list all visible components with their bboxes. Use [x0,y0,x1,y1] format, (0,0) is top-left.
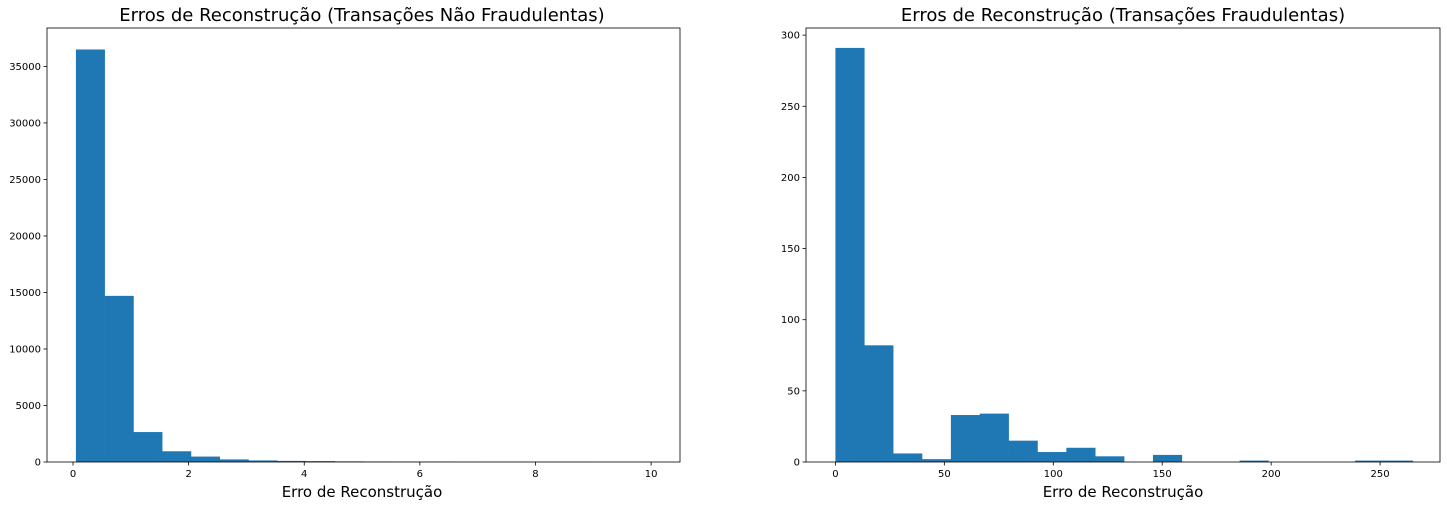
histogram-bar [1383,460,1414,462]
histogram-bar [1355,460,1385,462]
y-tick-label: 5000 [16,401,41,412]
histogram-bar [162,451,192,462]
x-tick-label: 0 [70,469,76,480]
histogram-bar [893,453,923,462]
histogram-bar [75,49,105,462]
x-tick-label: 2 [185,469,191,480]
x-tick-label: 150 [1153,469,1172,480]
axes-frame [805,27,1441,463]
y-tick-label: 150 [781,244,800,255]
x-axis-label: Erro de Reconstrução [1043,483,1204,501]
histogram-fraud-panel: Erros de Reconstrução (Transações Fraudu… [781,5,1441,501]
histogram-bar [1239,460,1269,462]
histogram-bar [1095,456,1125,462]
histogram-bar [1008,440,1038,462]
x-tick-label: 100 [1044,469,1063,480]
y-tick-label: 50 [787,386,800,397]
histogram-bars [75,49,652,462]
x-tick-label: 200 [1262,469,1281,480]
y-tick-label: 15000 [9,288,41,299]
histogram-bar [219,459,249,462]
histogram-bar [1066,447,1096,462]
histogram-bar [979,413,1009,462]
x-tick-label: 250 [1371,469,1390,480]
x-axis-label: Erro de Reconstrução [282,483,443,501]
x-axis-ticks: 0 50 100 150 200 250 [832,462,1390,480]
x-tick-label: 0 [832,469,838,480]
x-tick-label: 10 [645,469,658,480]
histogram-bar [922,459,952,462]
histogram-bar [104,295,134,462]
histogram-bar [1037,452,1067,462]
x-tick-label: 6 [417,469,423,480]
y-tick-label: 0 [35,458,41,469]
histogram-bar [864,345,894,462]
x-tick-label: 4 [301,469,307,480]
histogram-bar [277,460,307,462]
y-tick-label: 300 [781,31,800,42]
x-tick-label: 8 [532,469,538,480]
y-tick-label: 35000 [9,62,41,73]
histogram-bar [190,456,220,462]
y-tick-label: 0 [794,458,800,469]
chart-title: Erros de Reconstrução (Transações Não Fr… [119,5,604,26]
histogram-bars [835,47,1414,463]
chart-title: Erros de Reconstrução (Transações Fraudu… [901,5,1345,26]
histogram-bar [1152,454,1183,462]
y-tick-label: 20000 [9,231,41,242]
y-tick-label: 250 [781,102,800,113]
x-tick-label: 50 [938,469,951,480]
y-tick-label: 30000 [9,118,41,129]
histogram-non-fraud-panel: Erros de Reconstrução (Transações Não Fr… [9,5,681,501]
histogram-bar [835,47,865,463]
y-axis-ticks: 0 50 100 150 200 250 300 [781,31,806,469]
y-tick-label: 100 [781,315,800,326]
x-axis-ticks: 0 2 4 6 8 10 [70,462,658,480]
histogram-bar [248,460,278,462]
y-axis-ticks: 0 5000 10000 15000 20000 25000 30000 35000 [9,62,47,469]
histogram-bar [950,415,981,462]
y-tick-label: 25000 [9,175,41,186]
y-tick-label: 200 [781,173,800,184]
y-tick-label: 10000 [9,344,41,355]
histogram-bar [305,461,336,462]
histogram-bar [133,432,163,462]
axes-frame [46,27,681,463]
